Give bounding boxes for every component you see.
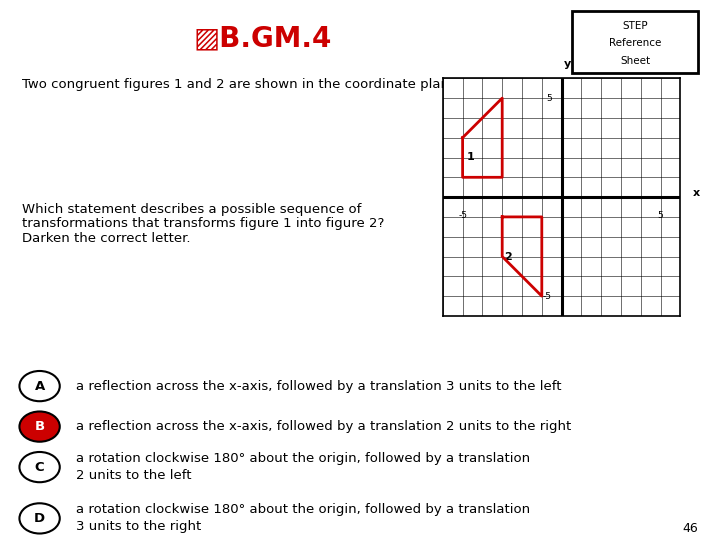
Circle shape bbox=[19, 503, 60, 534]
Circle shape bbox=[19, 452, 60, 482]
Text: a rotation clockwise 180° about the origin, followed by a translation
3 units to: a rotation clockwise 180° about the orig… bbox=[76, 503, 530, 534]
Text: 5: 5 bbox=[658, 211, 663, 220]
Text: -5: -5 bbox=[543, 292, 552, 301]
Text: D: D bbox=[34, 512, 45, 525]
Text: y: y bbox=[564, 59, 571, 70]
Text: a reflection across the x-axis, followed by a translation 2 units to the right: a reflection across the x-axis, followed… bbox=[76, 420, 571, 433]
Text: STEP: STEP bbox=[623, 21, 648, 31]
Circle shape bbox=[19, 371, 60, 401]
Text: B: B bbox=[35, 420, 45, 433]
Text: 46: 46 bbox=[683, 522, 698, 535]
FancyBboxPatch shape bbox=[572, 11, 698, 73]
Text: Reference: Reference bbox=[609, 38, 662, 49]
Text: a reflection across the x-axis, followed by a translation 3 units to the left: a reflection across the x-axis, followed… bbox=[76, 380, 561, 393]
Text: a rotation clockwise 180° about the origin, followed by a translation
2 units to: a rotation clockwise 180° about the orig… bbox=[76, 452, 530, 482]
Text: ▨B.GM.4: ▨B.GM.4 bbox=[194, 24, 332, 52]
Text: 1: 1 bbox=[467, 152, 474, 163]
Text: Two congruent figures 1 and 2 are shown in the coordinate plane.: Two congruent figures 1 and 2 are shown … bbox=[22, 78, 461, 91]
Circle shape bbox=[19, 411, 60, 442]
Text: A: A bbox=[35, 380, 45, 393]
Text: x: x bbox=[693, 188, 700, 198]
Text: 2: 2 bbox=[504, 252, 512, 261]
Text: C: C bbox=[35, 461, 45, 474]
Text: Sheet: Sheet bbox=[621, 56, 650, 66]
Text: -5: -5 bbox=[458, 211, 467, 220]
Text: 5: 5 bbox=[546, 93, 552, 103]
Text: Which statement describes a possible sequence of
transformations that transforms: Which statement describes a possible seq… bbox=[22, 202, 384, 246]
